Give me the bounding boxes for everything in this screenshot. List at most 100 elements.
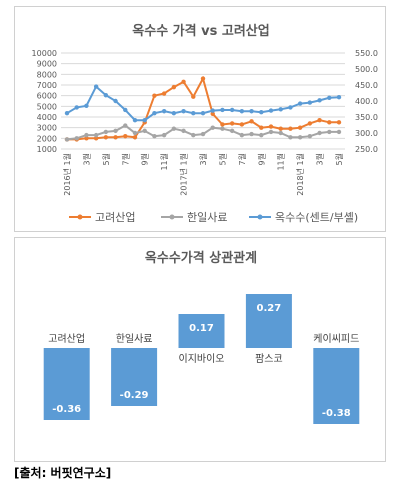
- y-left-tick-label: 7000: [37, 81, 57, 90]
- data-point: [327, 120, 332, 125]
- data-point: [249, 131, 254, 137]
- y-left-tick-label: 2000: [37, 134, 57, 143]
- data-point: [200, 76, 206, 81]
- bar: [111, 348, 158, 406]
- legend-label: 옥수수(센트/부셸): [275, 211, 358, 224]
- x-tick-label: 11월: [276, 153, 286, 171]
- data-point: [142, 118, 147, 123]
- data-point: [74, 136, 79, 141]
- data-point: [239, 109, 245, 114]
- bar: [178, 314, 225, 348]
- y-right-tick-label: 250.0: [355, 145, 378, 154]
- chart-title: 옥수수 가격 vs 고려산업: [132, 23, 269, 39]
- y-left-tick-label: 3000: [37, 124, 57, 133]
- data-point: [93, 136, 99, 141]
- data-point: [171, 110, 177, 116]
- data-point: [93, 132, 99, 138]
- data-point: [161, 132, 167, 138]
- data-point: [74, 105, 79, 110]
- data-point: [64, 137, 70, 142]
- legend-marker: [169, 214, 175, 220]
- data-point: [181, 128, 186, 134]
- source-caption: [출처: 버핏연구소]: [14, 466, 112, 480]
- data-point: [64, 110, 70, 116]
- price-chart-panel: 옥수수 가격 vs 고려산업 1000 2000 3000 4000 5000 6000 70…: [14, 6, 386, 232]
- x-tick-label: 2017년 1월: [179, 153, 189, 196]
- x-tick-label: 7월: [120, 153, 130, 165]
- correlation-bar-chart: 옥수수가격 상관관계 -0.36 고려산업 -0.29 한일사료 0.17 이지바이오 0.2…: [43, 250, 360, 424]
- data-point: [84, 103, 89, 109]
- data-point: [317, 130, 322, 136]
- data-point: [191, 94, 196, 99]
- x-tick-label: 9월: [140, 153, 150, 165]
- data-point: [268, 108, 274, 113]
- data-point: [103, 129, 109, 135]
- data-point: [84, 136, 89, 141]
- data-point: [191, 110, 196, 116]
- data-point: [327, 129, 332, 135]
- legend-marker: [77, 214, 83, 220]
- data-label: -0.38: [322, 408, 351, 419]
- data-point: [113, 98, 118, 104]
- category-label: 이지바이오: [179, 353, 225, 365]
- data-point: [278, 126, 283, 131]
- data-label: -0.36: [52, 404, 81, 415]
- chart-title: 옥수수가격 상관관계: [145, 250, 257, 266]
- data-point: [239, 132, 245, 138]
- x-tick-label: 3월: [81, 153, 91, 165]
- y-right-tick-label: 500.0: [355, 65, 378, 74]
- data-point: [93, 84, 99, 89]
- data-point: [220, 107, 225, 113]
- data-point: [220, 126, 225, 131]
- data-point: [336, 129, 342, 135]
- data-point: [161, 91, 167, 96]
- category-label: 케이씨피드: [313, 333, 359, 345]
- y-left-tick-label: 1000: [37, 145, 57, 154]
- data-point: [220, 122, 225, 127]
- data-point: [123, 123, 128, 128]
- data-point: [288, 126, 293, 131]
- data-point: [288, 135, 293, 140]
- data-point: [161, 109, 167, 114]
- data-point: [152, 93, 157, 98]
- data-point: [249, 109, 254, 114]
- data-point: [200, 110, 206, 116]
- x-tick-label: 5월: [101, 153, 111, 165]
- x-tick-label: 2018년 1월: [295, 153, 305, 196]
- y-left-tick-label: 4000: [37, 113, 57, 122]
- data-point: [259, 132, 264, 138]
- legend-marker: [257, 214, 263, 220]
- data-point: [132, 118, 138, 123]
- data-point: [297, 135, 303, 140]
- data-point: [229, 121, 235, 126]
- x-tick-label: 2016년 1월: [62, 153, 72, 196]
- data-point: [317, 118, 322, 123]
- x-tick-label: 3월: [198, 153, 208, 165]
- data-point: [171, 126, 177, 131]
- y-right-tick-label: 400.0: [355, 97, 378, 106]
- legend-label: 한일사료: [187, 210, 227, 224]
- data-point: [278, 107, 283, 112]
- y-left-tick-label: 9000: [37, 60, 57, 69]
- data-point: [210, 108, 215, 113]
- data-point: [288, 105, 293, 110]
- y-right-tick-label: 450.0: [355, 81, 378, 90]
- data-point: [84, 132, 89, 138]
- data-point: [278, 130, 283, 136]
- data-point: [229, 107, 235, 113]
- bar: [43, 348, 90, 420]
- y-right-tick-label: 300.0: [355, 129, 378, 138]
- y-right-tick-label: 350.0: [355, 113, 378, 122]
- y-left-tick-label: 6000: [37, 92, 57, 101]
- legend-label: 고려산업: [95, 211, 135, 224]
- data-point: [181, 79, 186, 85]
- data-point: [229, 128, 235, 134]
- data-point: [268, 129, 274, 135]
- x-tick-label: 7월: [237, 153, 247, 165]
- x-tick-label: 9월: [256, 153, 266, 165]
- bar: [313, 348, 360, 424]
- x-tick-label: 3월: [315, 153, 325, 165]
- data-point: [297, 101, 303, 106]
- category-label: 한일사료: [116, 333, 153, 345]
